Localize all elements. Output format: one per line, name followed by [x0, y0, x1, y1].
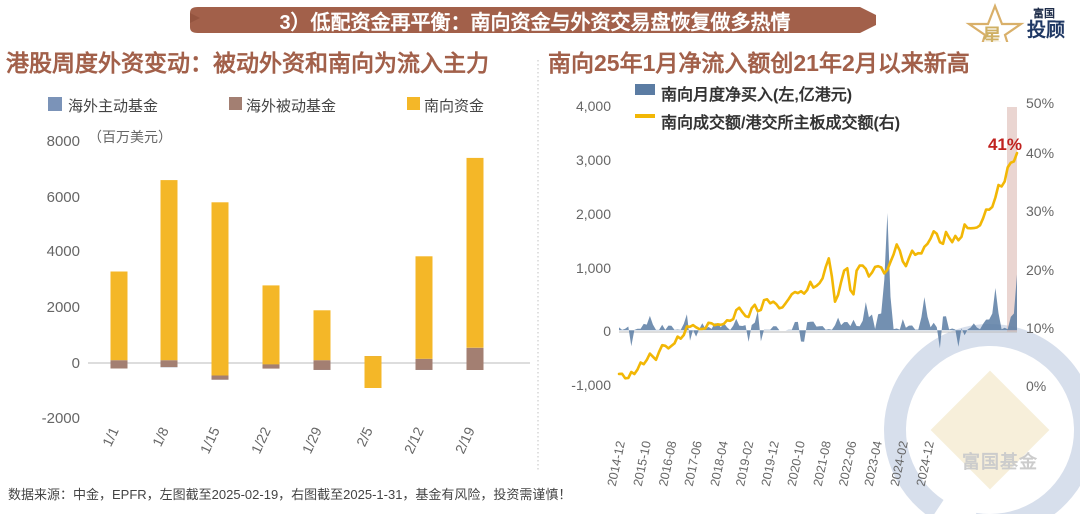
svg-text:3,000: 3,000 — [576, 152, 611, 168]
svg-text:50%: 50% — [1026, 95, 1054, 111]
svg-text:2017-06: 2017-06 — [682, 440, 705, 488]
svg-text:40%: 40% — [1026, 145, 1054, 161]
svg-text:2015-10: 2015-10 — [631, 440, 654, 488]
svg-text:2019-02: 2019-02 — [733, 440, 756, 488]
svg-text:2019-12: 2019-12 — [759, 440, 782, 488]
svg-text:1,000: 1,000 — [576, 260, 611, 276]
svg-text:2020-10: 2020-10 — [785, 440, 808, 488]
svg-text:0: 0 — [603, 323, 611, 339]
svg-text:2,000: 2,000 — [576, 206, 611, 222]
svg-text:2022-06: 2022-06 — [836, 440, 859, 488]
svg-text:10%: 10% — [1026, 320, 1054, 336]
svg-text:2014-12: 2014-12 — [605, 440, 628, 488]
svg-text:2018-04: 2018-04 — [708, 440, 731, 488]
svg-text:2024-12: 2024-12 — [914, 440, 937, 488]
svg-text:-1,000: -1,000 — [571, 377, 611, 393]
svg-text:2016-08: 2016-08 — [656, 440, 679, 488]
svg-text:2023-04: 2023-04 — [862, 440, 885, 488]
svg-text:41%: 41% — [988, 135, 1022, 154]
svg-text:2021-08: 2021-08 — [811, 440, 834, 488]
svg-text:0%: 0% — [1026, 378, 1046, 394]
svg-text:2024-02: 2024-02 — [888, 440, 911, 488]
svg-text:20%: 20% — [1026, 262, 1054, 278]
svg-text:30%: 30% — [1026, 203, 1054, 219]
svg-text:4,000: 4,000 — [576, 98, 611, 114]
